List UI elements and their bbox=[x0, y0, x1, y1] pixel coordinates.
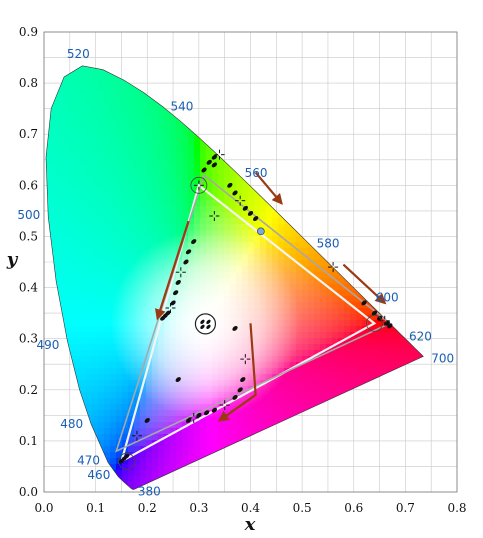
x-tick-label: 0.5 bbox=[293, 501, 312, 515]
y-tick-label: 0.3 bbox=[19, 332, 38, 346]
wavelength-label: 490 bbox=[37, 338, 60, 352]
locus-colour-area bbox=[44, 32, 459, 495]
y-tick-label: 0.8 bbox=[19, 76, 38, 90]
y-tick-label: 0.7 bbox=[19, 127, 38, 141]
x-tick-label: 0.6 bbox=[344, 501, 363, 515]
x-tick-label: 0.7 bbox=[396, 501, 415, 515]
wavelength-label: 380 bbox=[138, 484, 161, 498]
x-tick-label: 0.1 bbox=[86, 501, 105, 515]
wavelength-label: 700 bbox=[431, 351, 454, 365]
wavelength-label: 500 bbox=[17, 208, 40, 222]
wavelength-label: 480 bbox=[60, 417, 83, 431]
wavelength-label: 520 bbox=[67, 47, 90, 61]
y-tick-label: 0.4 bbox=[19, 281, 38, 295]
color-fill bbox=[44, 32, 459, 495]
x-tick-label: 0.0 bbox=[34, 501, 53, 515]
y-tick-label: 0.0 bbox=[19, 485, 38, 499]
blue-dot bbox=[257, 228, 264, 235]
y-tick-label: 0.2 bbox=[19, 383, 38, 397]
white-point-marker bbox=[195, 314, 215, 334]
wavelength-label: 600 bbox=[376, 291, 399, 305]
wavelength-label: 620 bbox=[409, 329, 432, 343]
x-axis-title: x bbox=[244, 514, 256, 535]
y-axis-title: y bbox=[6, 249, 19, 270]
y-tick-label: 0.6 bbox=[19, 178, 38, 192]
wavelength-label: 540 bbox=[171, 99, 194, 113]
x-tick-label: 0.2 bbox=[138, 501, 157, 515]
x-tick-label: 0.3 bbox=[189, 501, 208, 515]
y-tick-labels: 0.0 0.1 0.2 0.3 0.4 0.5 0.6 0.7 0.8 0.9 bbox=[19, 25, 38, 499]
y-tick-label: 0.5 bbox=[19, 229, 38, 243]
x-tick-labels: 0.0 0.1 0.2 0.3 0.4 0.5 0.6 0.7 0.8 bbox=[34, 501, 466, 515]
wavelength-label: 580 bbox=[317, 236, 340, 250]
x-tick-label: 0.4 bbox=[241, 501, 260, 515]
wavelength-label: 560 bbox=[245, 166, 268, 180]
wavelength-label: 460 bbox=[87, 468, 110, 482]
y-tick-label: 0.1 bbox=[19, 434, 38, 448]
wavelength-label: 470 bbox=[77, 453, 100, 467]
x-tick-label: 0.8 bbox=[447, 501, 466, 515]
y-tick-label: 0.9 bbox=[19, 25, 38, 39]
